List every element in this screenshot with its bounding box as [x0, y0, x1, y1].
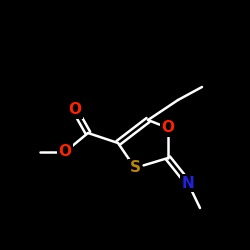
Text: N: N [182, 176, 194, 190]
Text: O: O [162, 120, 174, 136]
Text: S: S [130, 160, 140, 176]
Text: O: O [58, 144, 71, 160]
Text: O: O [68, 102, 82, 118]
